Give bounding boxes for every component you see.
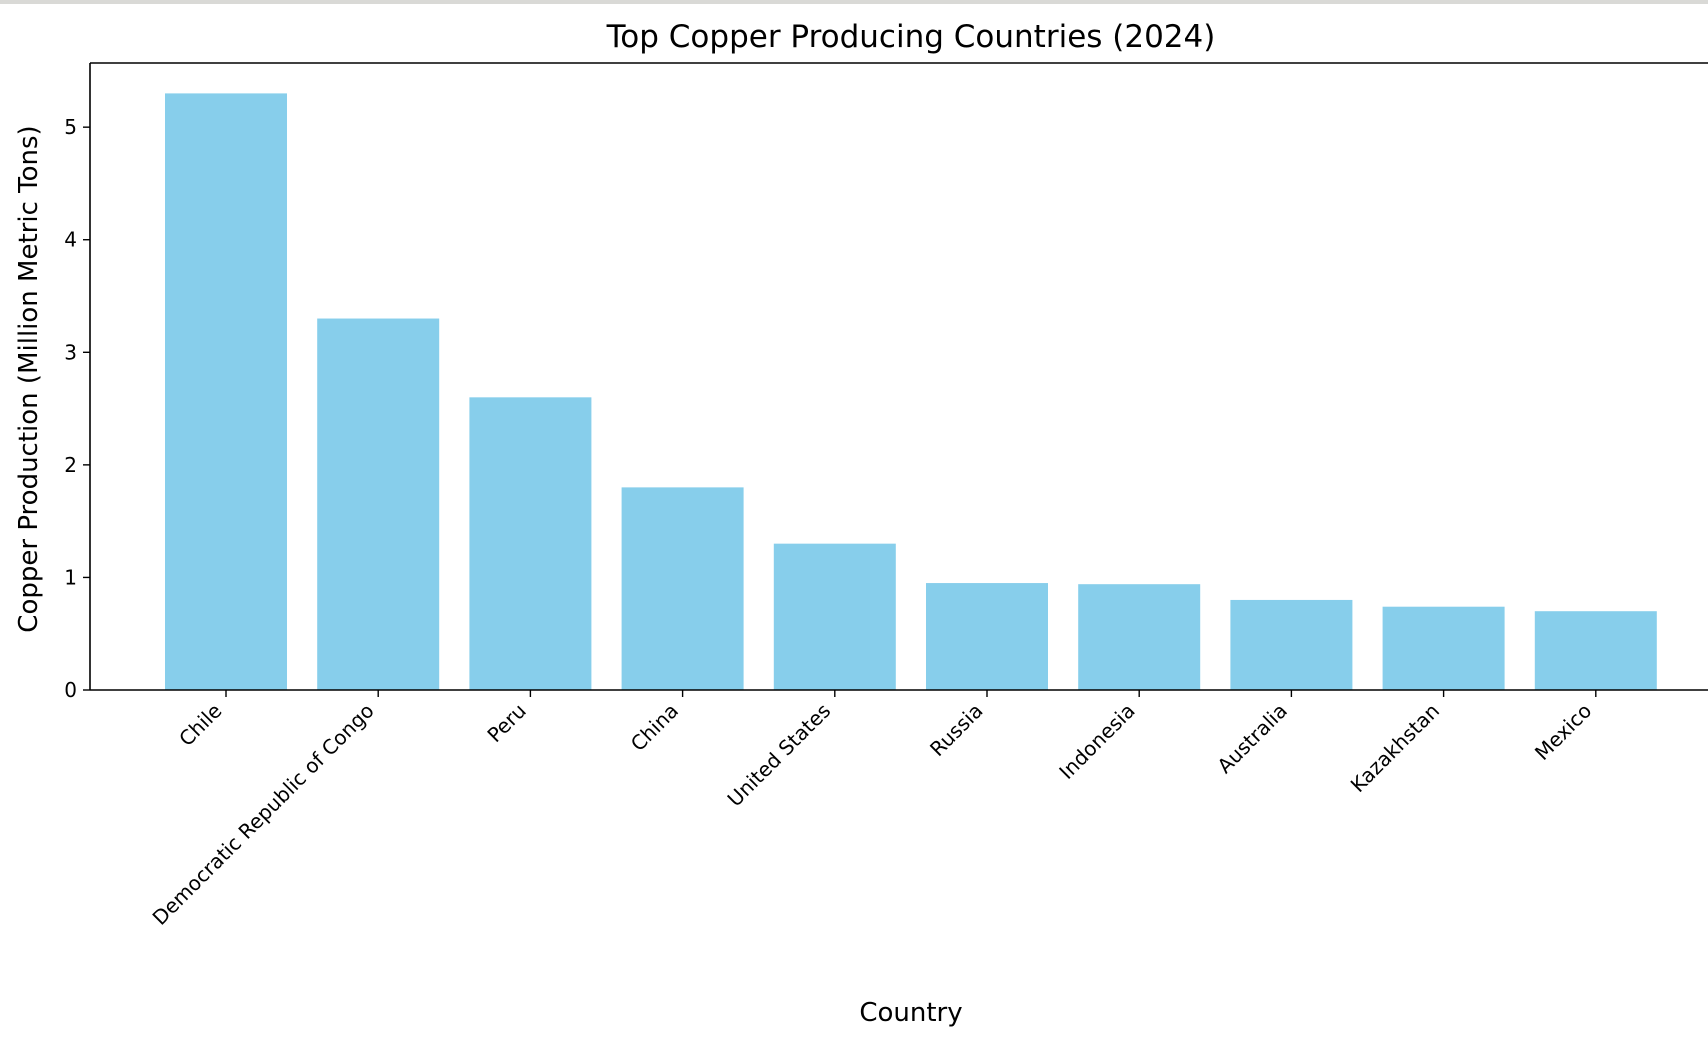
- x-axis-label: Country: [859, 998, 962, 1028]
- bar: [1382, 606, 1505, 690]
- bar: [773, 543, 896, 690]
- bar: [165, 93, 287, 690]
- x-tick-label: Peru: [482, 699, 530, 747]
- bar: [317, 318, 440, 690]
- bar: [1534, 611, 1657, 690]
- chart-title: Top Copper Producing Countries (2024): [606, 19, 1216, 55]
- bar: [926, 583, 1048, 690]
- y-tick-label: 2: [64, 453, 77, 477]
- window-top-strip: [0, 0, 1708, 4]
- bar: [1078, 584, 1201, 690]
- y-tick-label: 0: [64, 678, 77, 702]
- x-tick-label: Indonesia: [1054, 699, 1139, 784]
- x-tick-label: Mexico: [1530, 699, 1596, 765]
- bars-group: [165, 93, 1657, 690]
- x-tick-label: Russia: [925, 699, 987, 761]
- y-tick-label: 3: [64, 340, 77, 364]
- y-axis-label: Copper Production (Million Metric Tons): [14, 125, 44, 632]
- x-tick-label: China: [626, 699, 683, 756]
- x-tick-label: Australia: [1212, 699, 1292, 779]
- bar: [1230, 599, 1353, 690]
- y-tick-label: 4: [64, 228, 77, 252]
- bar: [621, 487, 744, 690]
- y-tick-label: 5: [64, 115, 77, 139]
- y-tick-label: 1: [64, 565, 77, 589]
- bar: [469, 397, 592, 690]
- x-tick-label: Chile: [174, 699, 226, 751]
- x-tick-label: Kazakhstan: [1346, 699, 1444, 797]
- y-ticks-group: 0 1 2 3 4 5: [64, 115, 90, 702]
- x-tick-label: United States: [723, 699, 836, 812]
